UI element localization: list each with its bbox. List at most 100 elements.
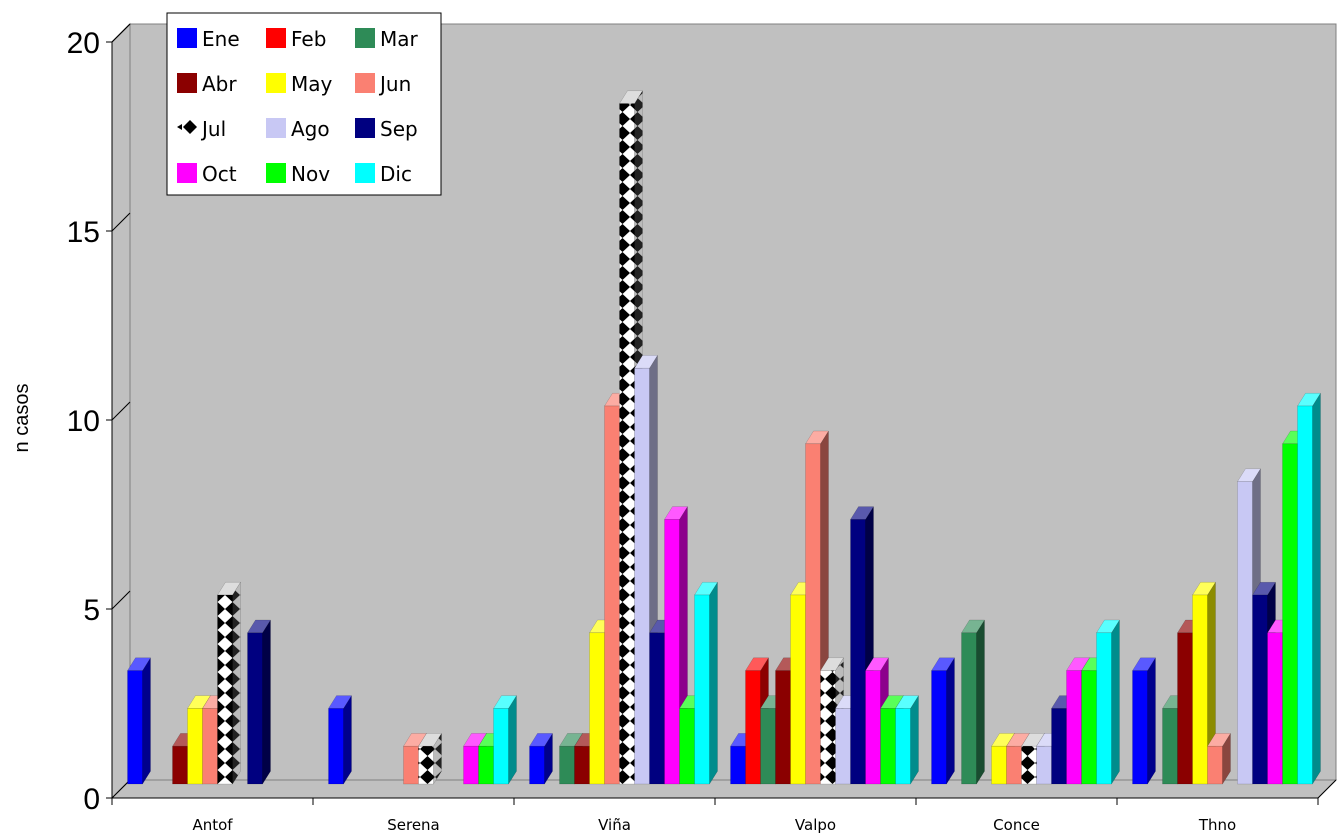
bar-front [1177,632,1193,785]
bar-side [1312,392,1321,785]
legend: Ene Feb Mar Abr May Jun Jul Ago Sep Oct Nov Dic [166,12,442,196]
bar-front [1066,670,1082,785]
bar-side [910,694,919,785]
legend-swatch [266,73,286,93]
bar-front [493,708,509,785]
bar-front [1081,670,1097,785]
bars [127,89,1321,785]
x-tick-label: Serena [387,816,440,834]
legend-item-Jul: Jul [177,117,226,141]
legend-label: Oct [202,162,237,186]
bar-Jul-Serena [418,732,442,785]
bar-Dic-Viña [694,581,718,785]
bar-front [961,632,977,785]
bar-side [946,656,955,785]
x-tick-label: Viña [598,816,631,834]
bar-front [745,670,761,785]
bar-front [1267,632,1283,785]
bar-side [142,656,151,785]
bar-Jul-Antof [217,581,241,785]
bar-Dic-Serena [493,694,517,785]
bar-Dic-Thno [1297,392,1321,785]
bar-front [835,708,851,785]
bar-front [634,367,650,785]
legend-label: Mar [380,27,419,51]
legend-item-Ene: Ene [177,27,240,51]
bar-Jun-Thno [1207,732,1231,785]
legend-swatch [177,124,182,130]
bar-front [895,708,911,785]
bar-side [1111,619,1120,785]
legend-swatch [355,163,375,183]
legend-item-Abr: Abr [177,72,237,96]
bar-front [478,745,494,785]
bar-front [529,745,545,785]
legend-swatch [355,73,375,93]
y-tick-label: 15 [67,216,100,249]
y-tick-depth [111,590,131,610]
bar-front [202,708,218,785]
bar-front [805,443,821,785]
legend-label: Ene [202,27,240,51]
legend-box [166,12,442,196]
legend-swatch [266,28,286,48]
bar-front [172,745,188,785]
bar-front [604,405,620,785]
bar-front [463,745,479,785]
legend-item-Oct: Oct [177,162,237,186]
bar-side [343,694,352,785]
bar-Ene-Conce [931,656,955,785]
y-tick-depth [111,212,131,232]
y-tick-label: 20 [67,27,100,60]
bar-front [760,708,776,785]
bar-front [850,519,866,785]
legend-label: Nov [291,162,330,186]
y-tick-label: 10 [67,405,100,438]
bar-front [820,670,836,785]
legend-item-May: May [266,72,333,96]
legend-item-Mar: Mar [355,27,419,51]
bar-front [1252,594,1268,785]
bar-front [559,745,575,785]
legend-label: Dic [380,162,412,186]
bar-front [217,594,233,785]
x-tick-label: Antof [192,816,233,834]
bar-front [730,745,746,785]
x-axis-depth-line [1317,779,1337,799]
bar-front [1297,405,1313,785]
bar-Dic-Conce [1096,619,1120,785]
bar-front [1132,670,1148,785]
bar-front [790,594,806,785]
bar-front [1006,745,1022,785]
bar-front [589,632,605,785]
bar-Dic-Valpo [895,694,919,785]
bar-front [187,708,203,785]
bar-front [991,745,1007,785]
bar-front [649,632,665,785]
bar-front [1096,632,1112,785]
bar-front [1162,708,1178,785]
legend-label: May [291,72,333,96]
bar-Ene-Thno [1132,656,1156,785]
bar-side [709,581,718,785]
bar-front [880,708,896,785]
bar-front [1192,594,1208,785]
legend-swatch [183,120,197,134]
legend-item-Dic: Dic [355,162,412,186]
legend-swatch [177,28,197,48]
legend-swatch [355,28,375,48]
bar-front [418,745,434,785]
bar-front [865,670,881,785]
floor [110,779,1338,799]
y-tick-depth [111,401,131,421]
bar-Ene-Serena [328,694,352,785]
legend-swatch [266,163,286,183]
bar-front [1021,745,1037,785]
bar-front [127,670,143,785]
bar-front [1051,708,1067,785]
legend-item-Feb: Feb [266,27,326,51]
bar-front [619,103,635,785]
legend-item-Sep: Sep [355,117,418,141]
y-axis-title: n casos [11,384,33,453]
